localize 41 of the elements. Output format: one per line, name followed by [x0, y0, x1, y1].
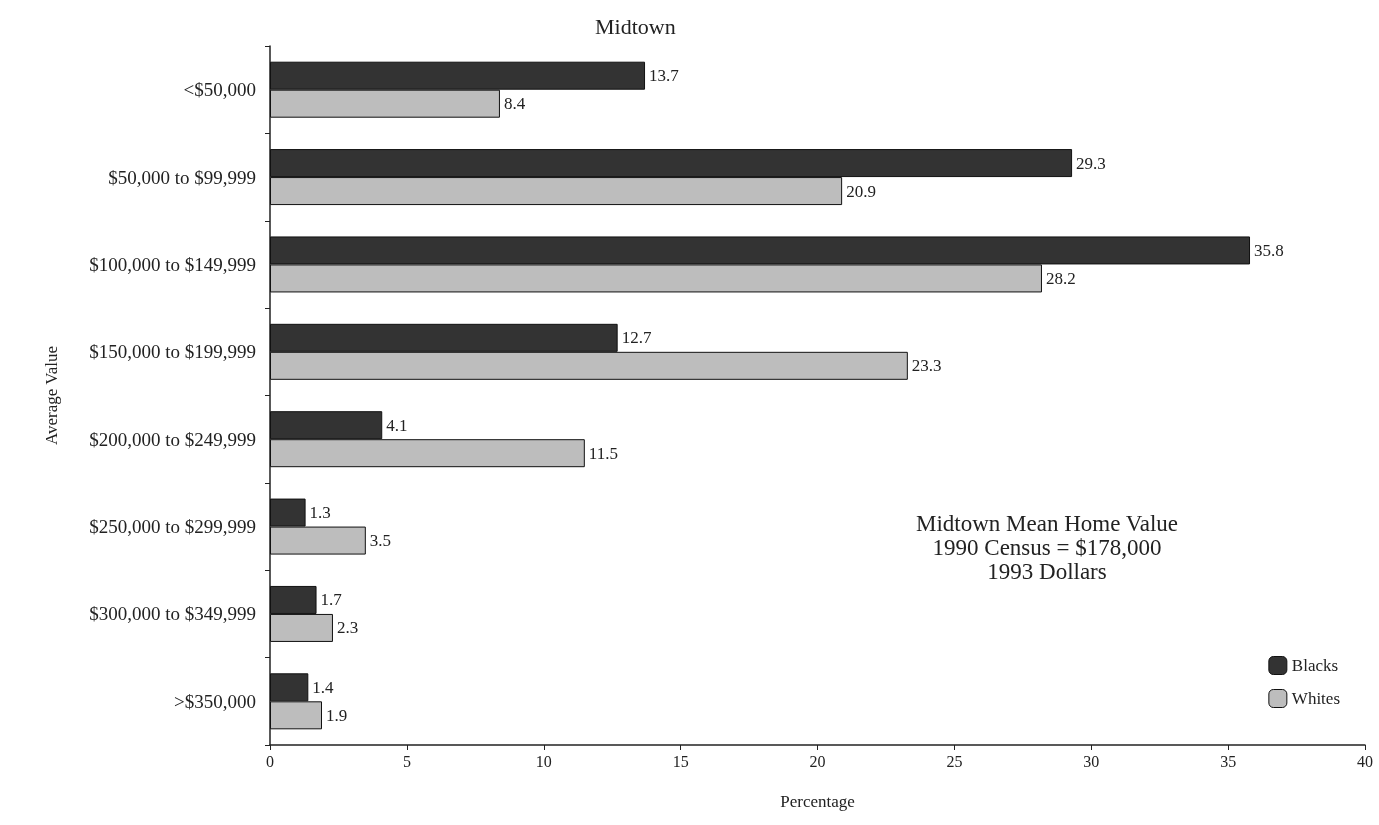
data-label: 11.5: [588, 443, 618, 463]
annotation: 1993 Dollars: [987, 559, 1107, 584]
x-tick-label: 20: [809, 752, 826, 770]
data-label: 12.7: [621, 328, 652, 348]
data-label: 29.3: [1076, 153, 1106, 173]
x-axis-title: Percentage: [780, 792, 855, 811]
y-tick-label: $150,000 to $199,999: [89, 341, 256, 363]
data-label: 4.1: [386, 415, 408, 435]
x-tick-label: 0: [266, 752, 274, 770]
data-label: 8.4: [503, 94, 526, 114]
y-axis-title: Average Value: [42, 346, 61, 445]
annotation: 1990 Census = $178,000: [932, 535, 1162, 560]
x-tick-label: 30: [1083, 752, 1100, 770]
data-label: 1.4: [312, 677, 335, 697]
x-tick-label: 25: [946, 752, 963, 770]
data-label: 35.8: [1254, 240, 1284, 260]
y-tick-label: $300,000 to $349,999: [89, 603, 256, 625]
legend-label: Whites: [1291, 689, 1340, 708]
data-label: 1.3: [309, 503, 331, 523]
y-tick-label: $200,000 to $249,999: [89, 428, 256, 450]
y-tick-label: $250,000 to $299,999: [89, 516, 256, 538]
x-tick-label: 15: [672, 752, 689, 770]
data-label: 1.7: [320, 590, 343, 610]
data-label: 2.3: [336, 618, 359, 638]
data-label: 28.2: [1045, 268, 1076, 288]
annotation: Midtown Mean Home Value: [915, 511, 1179, 536]
data-label: 1.9: [326, 705, 348, 725]
legend-label: Blacks: [1291, 656, 1339, 675]
chart-title: Midtown: [595, 13, 676, 39]
y-tick-label: >$350,000: [174, 690, 256, 712]
x-tick-label: 10: [535, 752, 552, 770]
data-label: 13.7: [649, 66, 680, 86]
x-tick-label: 40: [1357, 752, 1373, 770]
data-label: 20.9: [846, 181, 876, 201]
y-tick-label: <$50,000: [183, 79, 256, 101]
data-label: 23.3: [911, 356, 942, 376]
x-tick-label: 35: [1220, 752, 1237, 770]
data-label: 3.5: [369, 531, 392, 551]
y-tick-label: $100,000 to $149,999: [89, 253, 256, 275]
x-tick-label: 5: [402, 752, 411, 770]
y-tick-label: $50,000 to $99,999: [108, 166, 256, 188]
